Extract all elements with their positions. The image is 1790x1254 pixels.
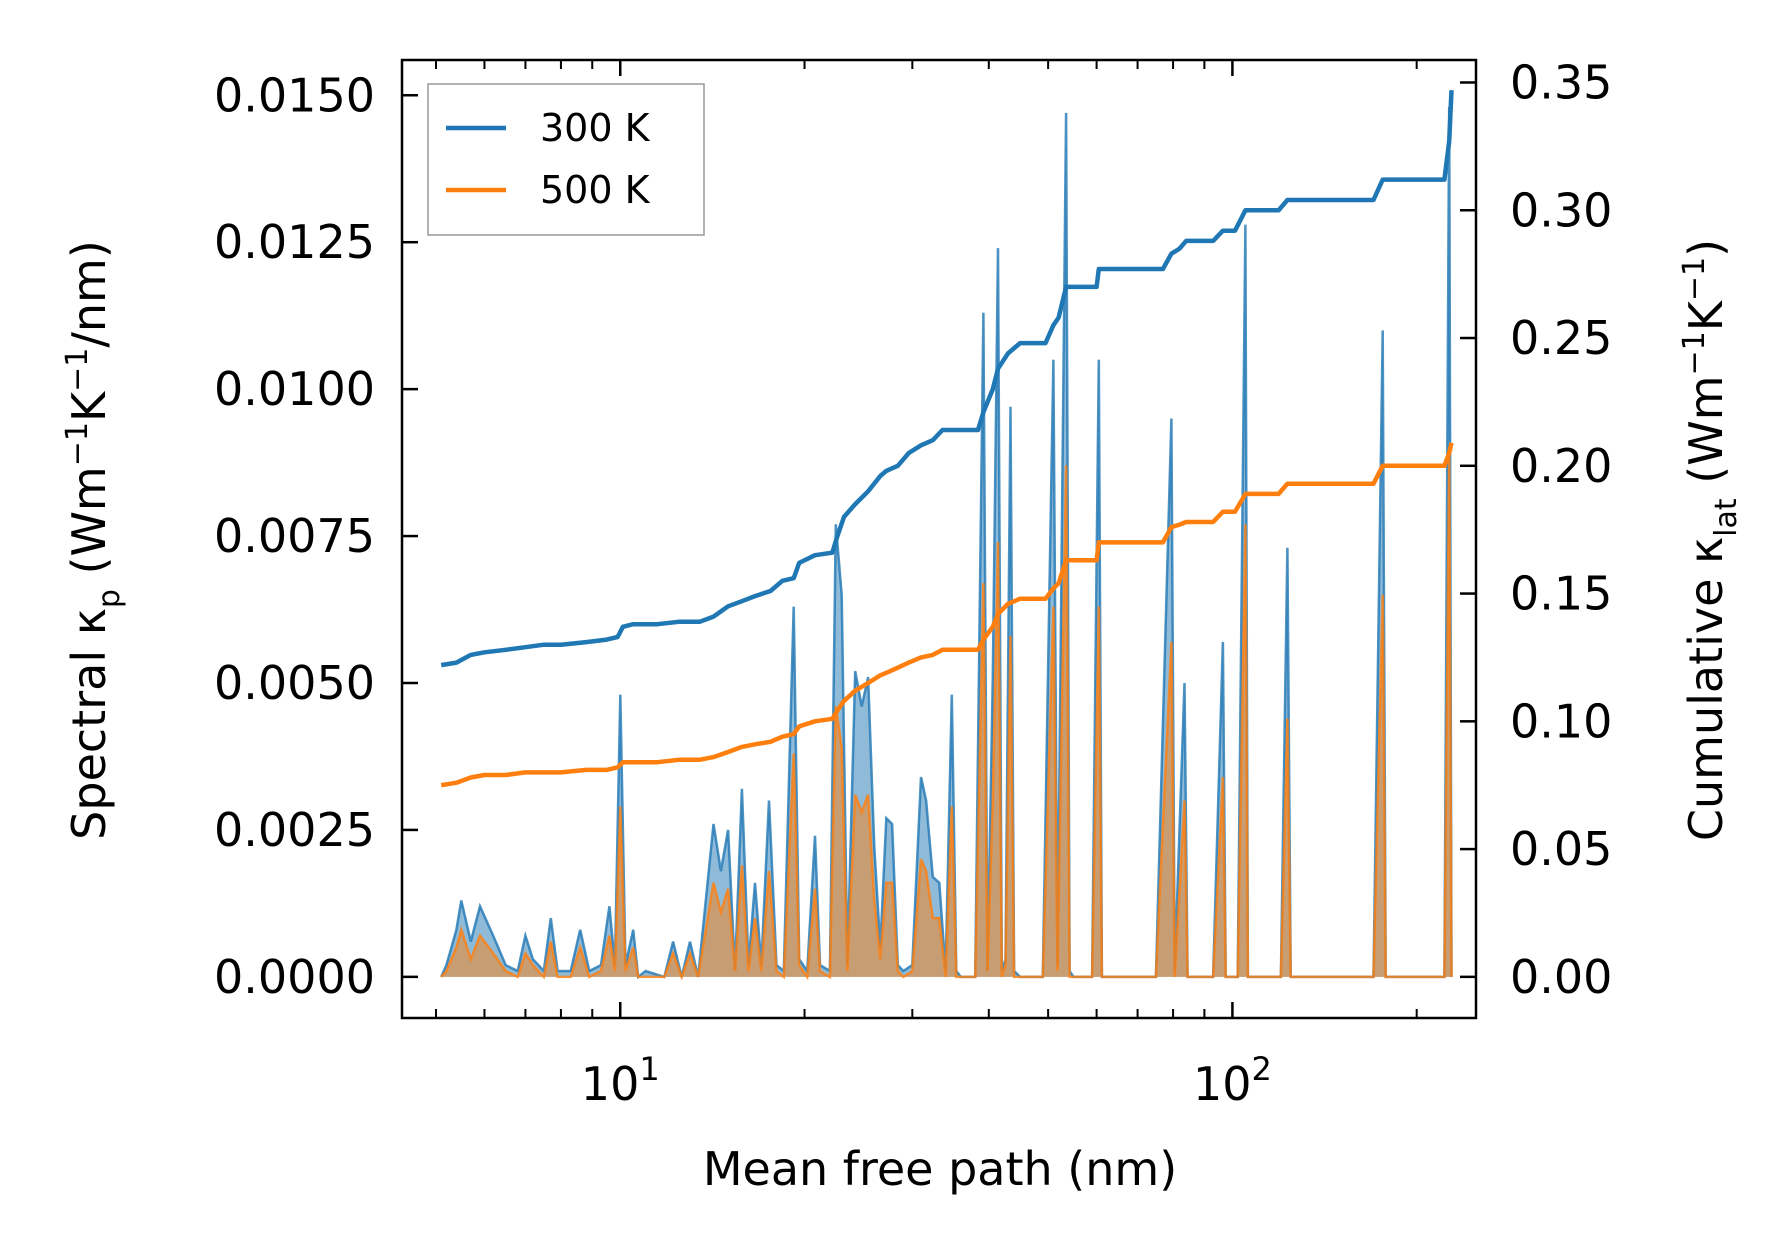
x-tick-label: 101 (581, 1050, 660, 1111)
spectral-line-300k (440, 106, 1453, 980)
y2-tick-label: 0.35 (1510, 55, 1612, 109)
y2-tick-label: 0.25 (1510, 311, 1612, 365)
cumulative-line-500k (440, 442, 1454, 788)
series-group (440, 90, 1454, 981)
legend-frame (427, 83, 705, 236)
y-tick-label: 0.0100 (214, 362, 375, 416)
y-tick-label: 0.0050 (214, 656, 375, 710)
y-tick-label: 0.0125 (214, 215, 375, 269)
y2-tick-label: 0.05 (1510, 822, 1612, 876)
y-tick-label: 0.0000 (214, 950, 375, 1004)
axes-frame (400, 58, 1478, 1020)
y2-tick-label: 0.15 (1510, 567, 1612, 621)
plot-area (440, 90, 1454, 981)
legend: 300 K 500 K (427, 83, 705, 236)
y2-tick-label: 0.30 (1510, 183, 1612, 237)
cumulative-line-300k (440, 90, 1454, 668)
x-axis-label: Mean free path (nm) (703, 1142, 1177, 1196)
y2-axis-label: Cumulative κlat (Wm−1K−1) (1677, 239, 1744, 841)
axes: 0.0000 0.0025 0.0050 0.0075 0.0100 0.0125 0.01… (214, 55, 1612, 1111)
x-tick-label: 102 (1193, 1050, 1272, 1111)
y-tick-label: 0.0025 (214, 803, 375, 857)
legend-label-300k: 300 K (540, 106, 651, 150)
y2-tick-label: 0.00 (1510, 950, 1612, 1004)
y2-tick-label: 0.20 (1510, 439, 1612, 493)
y2-tick-label: 0.10 (1510, 694, 1612, 748)
y-tick-label: 0.0075 (214, 509, 375, 563)
legend-label-500k: 500 K (540, 168, 651, 212)
y-axis-label: Spectral κp (Wm−1K−1/nm) (60, 240, 127, 840)
y-tick-label: 0.0150 (214, 68, 375, 122)
spectral-line-500k (440, 453, 1453, 981)
